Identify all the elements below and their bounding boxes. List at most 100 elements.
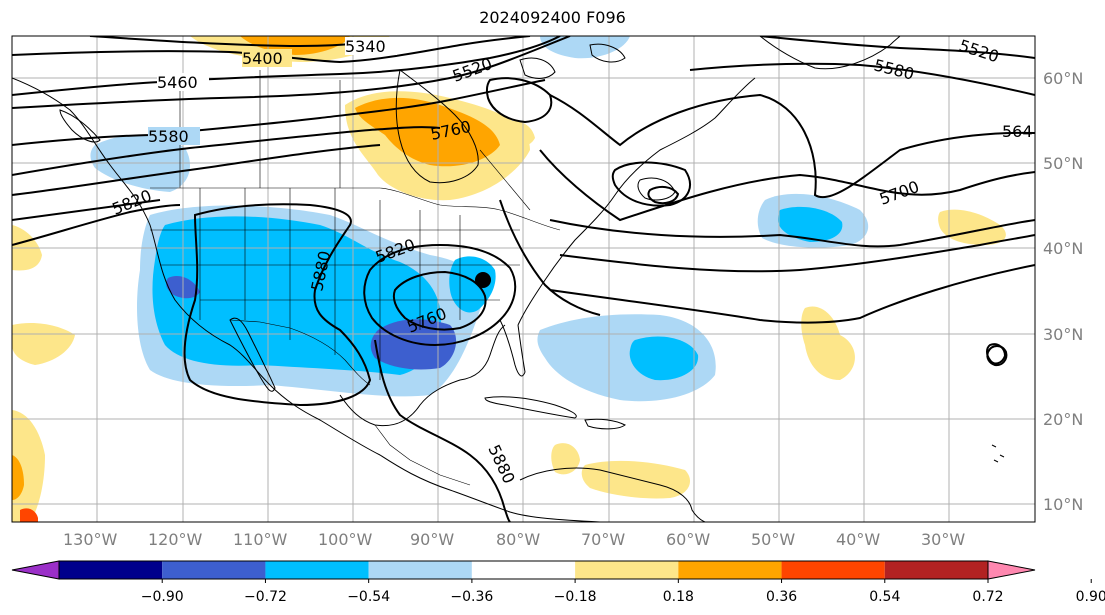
coast-vancouver bbox=[59, 109, 101, 143]
border-us-mexico bbox=[229, 319, 371, 386]
contour-east-trough bbox=[499, 199, 601, 316]
colorbar-tick-label: −0.72 bbox=[244, 589, 287, 605]
lat-label-50: 50°N bbox=[1043, 154, 1083, 173]
contour-5820-west bbox=[12, 204, 181, 246]
latitude-labels: 60°N 50°N 40°N 30°N 20°N 10°N bbox=[1043, 69, 1083, 514]
lon-label-130w: 130°W bbox=[63, 530, 118, 549]
positive-anomaly-atlantic-ne bbox=[938, 209, 1006, 245]
colorbar-tick-label: 0.54 bbox=[869, 589, 900, 605]
contour-5760-low bbox=[392, 270, 487, 331]
border-states-a bbox=[199, 188, 461, 380]
map-frame bbox=[11, 35, 1036, 523]
colorbar-segment bbox=[265, 561, 369, 579]
lon-label-60w: 60°W bbox=[666, 530, 710, 549]
low-center-marker bbox=[475, 272, 491, 288]
border-mexico-central bbox=[374, 424, 471, 486]
lon-label-120w: 120°W bbox=[148, 530, 203, 549]
contour-low-small bbox=[647, 185, 680, 205]
lat-label-40: 40°N bbox=[1043, 239, 1083, 258]
coast-canary bbox=[991, 444, 1005, 463]
contour-label-5580-west: 5580 bbox=[148, 127, 189, 146]
positive-anomaly-hudson-orange bbox=[355, 97, 500, 167]
contour-5400 bbox=[12, 36, 531, 64]
colorbar-segment bbox=[884, 561, 988, 579]
coast-hudson-bay bbox=[395, 69, 479, 184]
colorbar-segment bbox=[575, 561, 679, 579]
contour-label-5640-east: 564 bbox=[1002, 122, 1033, 141]
longitude-labels: 130°W 120°W 110°W 100°W 90°W 80°W 70°W 6… bbox=[63, 530, 965, 549]
contour-5640-east bbox=[549, 93, 1035, 199]
lon-label-50w: 50°W bbox=[751, 530, 795, 549]
coast-gulf-of-mexico bbox=[339, 324, 506, 427]
contour-5580-west bbox=[12, 79, 546, 146]
lon-label-100w: 100°W bbox=[318, 530, 373, 549]
contour-5880-east bbox=[549, 264, 1035, 324]
contour-low-canada bbox=[611, 161, 691, 207]
contour-5700-east bbox=[539, 149, 1035, 222]
contour-5640-west bbox=[12, 126, 441, 176]
positive-anomaly-atlantic-east bbox=[801, 306, 855, 380]
map-title: 2024092400 F096 bbox=[479, 8, 626, 27]
colorbar-tick-label: 0.90 bbox=[1076, 589, 1105, 605]
colorbar-extend-high bbox=[987, 560, 1036, 580]
border-us-canada bbox=[150, 187, 561, 231]
lat-label-30: 30°N bbox=[1043, 325, 1083, 344]
lat-label-20: 20°N bbox=[1043, 410, 1083, 429]
lon-label-40w: 40°W bbox=[836, 530, 880, 549]
border-states-b bbox=[150, 229, 520, 301]
negative-anomaly-top bbox=[540, 36, 630, 59]
lon-label-90w: 90°W bbox=[410, 530, 454, 549]
colorbar-tick-label: −0.36 bbox=[450, 589, 493, 605]
contour-5760-east bbox=[549, 219, 1035, 248]
colorbar-segment bbox=[781, 561, 885, 579]
contour-5820-low bbox=[363, 243, 517, 347]
colorbar-tick-label: 0.72 bbox=[972, 589, 1003, 605]
contour-5820-east bbox=[559, 234, 1035, 273]
contour-5520-east bbox=[759, 36, 1035, 59]
colorbar: −0.90 −0.72 −0.54 −0.36 −0.18 0.18 0.36 0.54 0.7… bbox=[11, 560, 1105, 605]
positive-anomaly-bottom-left-orange bbox=[12, 455, 24, 500]
colorbar-outline bbox=[58, 560, 989, 580]
contour-5580-nw bbox=[485, 77, 553, 124]
colorbar-segment bbox=[471, 561, 576, 579]
coast-florida bbox=[499, 319, 526, 377]
contour-5880-ridge bbox=[183, 203, 372, 407]
contour-5340 bbox=[89, 36, 351, 48]
contour-high-azores bbox=[986, 345, 1008, 367]
contour-label-5460: 5460 bbox=[157, 73, 198, 92]
colorbar-tick-label: −0.54 bbox=[347, 589, 390, 605]
lon-label-80w: 80°W bbox=[496, 530, 540, 549]
negative-anomaly-atlantic-north-medium bbox=[778, 206, 843, 242]
colorbar-tick-label: 0.18 bbox=[663, 589, 694, 605]
contour-labels: 5400 5340 5460 5520 5580 5760 5520 5580 … bbox=[109, 36, 1032, 487]
coast-newfoundland bbox=[637, 177, 676, 201]
negative-anomaly-medium-west bbox=[152, 216, 441, 375]
coast-south-america bbox=[519, 467, 706, 522]
contour-5760-west bbox=[12, 199, 161, 221]
lon-label-70w: 70°W bbox=[581, 530, 625, 549]
coast-arctic-islands bbox=[519, 43, 626, 79]
lon-label-30w: 30°W bbox=[921, 530, 965, 549]
colorbar-tick-label: −0.18 bbox=[554, 589, 597, 605]
contour-label-5340: 5340 bbox=[345, 37, 386, 56]
contour-5460 bbox=[12, 36, 561, 96]
anomaly-shading bbox=[12, 36, 1006, 522]
coast-east-north-america bbox=[517, 77, 756, 326]
contour-5520-west bbox=[12, 36, 571, 109]
contour-5700-west bbox=[12, 144, 381, 196]
coast-hispaniola bbox=[584, 418, 626, 430]
lat-label-60: 60°N bbox=[1043, 69, 1083, 88]
coast-west-north-america bbox=[12, 77, 601, 522]
negative-anomaly-atlantic-medium bbox=[629, 336, 699, 381]
negative-anomaly-dark-gulf bbox=[370, 319, 457, 370]
contour-5820-trough-south bbox=[374, 339, 511, 522]
colorbar-segment bbox=[59, 561, 163, 579]
contour-label-5400: 5400 bbox=[242, 49, 283, 68]
positive-anomaly-bottom-left-red bbox=[20, 508, 38, 522]
contour-5580-east bbox=[689, 62, 1035, 96]
positive-anomaly-caribbean-small bbox=[551, 443, 580, 475]
lat-label-10: 10°N bbox=[1043, 495, 1083, 514]
negative-anomaly-east-coast bbox=[449, 256, 496, 313]
lon-label-110w: 110°W bbox=[233, 530, 288, 549]
